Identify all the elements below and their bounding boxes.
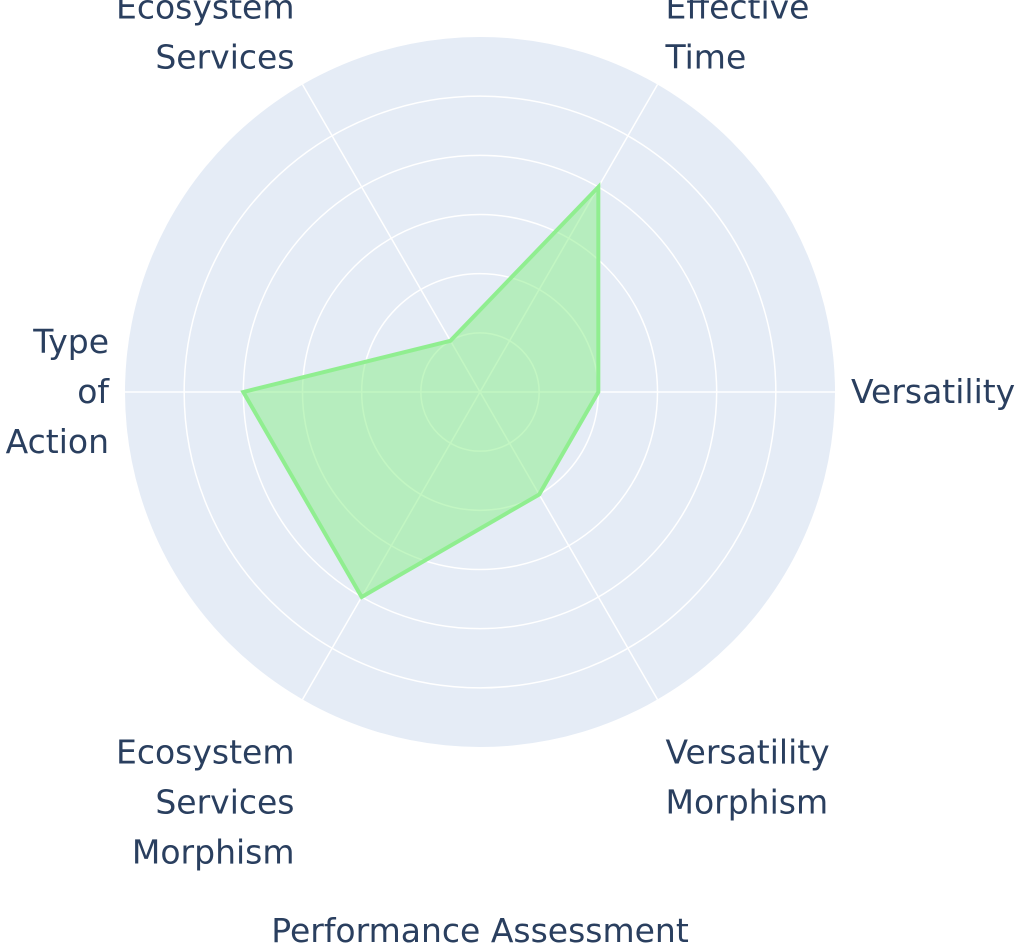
axis-label-line: Type xyxy=(32,322,109,361)
axis-labels: Versatility Effective Time Ecosystem Service… xyxy=(6,0,1016,871)
axis-label-line: Effective xyxy=(666,0,810,27)
axis-label-line: Versatility xyxy=(666,732,830,771)
axis-label: Ecosystem Services Morphism xyxy=(116,732,295,871)
axis-label: Ecosystem Services xyxy=(116,0,295,77)
axis-label-line: Ecosystem xyxy=(116,0,295,27)
axis-label-line: Morphism xyxy=(666,782,829,821)
chart-title: Performance Assessment xyxy=(271,911,689,948)
data-layer xyxy=(240,182,601,600)
axis-label-line: Services xyxy=(155,782,294,821)
axis-label-line: Versatility xyxy=(851,372,1015,411)
axis-label-line: Action xyxy=(6,422,109,461)
axis-label: Versatility Morphism xyxy=(666,732,830,821)
axis-label: Versatility xyxy=(851,372,1015,411)
axis-label: Type of Action xyxy=(6,322,111,461)
axis-label-line: Ecosystem xyxy=(116,732,295,771)
axis-label-line: of xyxy=(77,372,110,411)
axis-label: Effective Time xyxy=(665,0,810,77)
axis-label-line: Morphism xyxy=(132,832,295,871)
axis-label-line: Time xyxy=(665,38,747,77)
axis-label-line: Services xyxy=(155,38,294,77)
series-polygon xyxy=(240,182,601,600)
